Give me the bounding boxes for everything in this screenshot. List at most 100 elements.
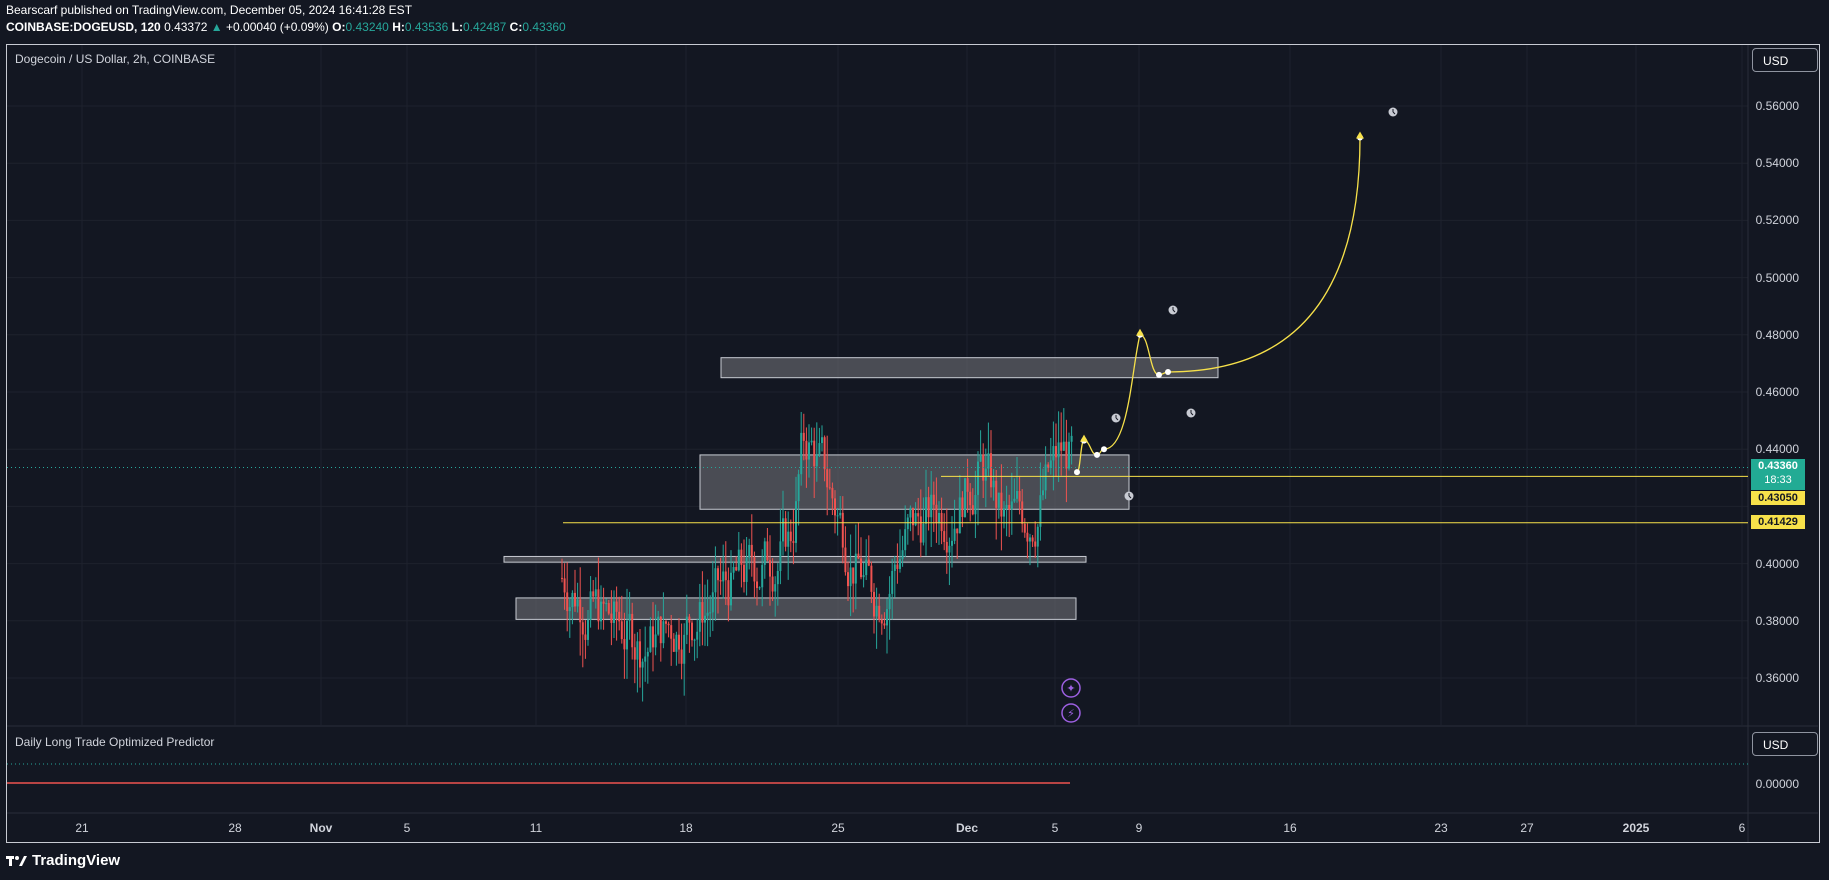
candle-body: [912, 507, 914, 526]
price-tick: 0.46000: [1755, 385, 1799, 399]
candle-body: [678, 634, 680, 650]
candle-body: [815, 454, 818, 467]
candle-body: [883, 623, 886, 626]
level-badge-1: 0.43050: [1751, 491, 1805, 505]
candle-body: [958, 497, 961, 534]
date-tick: 5: [403, 821, 411, 835]
price-tick: 0.54000: [1755, 156, 1799, 171]
candle-body: [867, 559, 870, 566]
candle-body: [641, 661, 644, 668]
candle-body: [618, 611, 621, 622]
indicator-title: Daily Long Trade Optimized Predictor: [15, 735, 215, 749]
candle-body: [784, 518, 787, 547]
candle-body: [821, 437, 823, 444]
candle-body: [847, 572, 849, 587]
footer-brand[interactable]: TradingView: [6, 852, 120, 869]
candle-body: [826, 469, 829, 488]
candle-body: [732, 567, 735, 573]
price-tick: 0.56000: [1755, 99, 1799, 113]
candle-body: [639, 641, 641, 668]
projection-curve: [1076, 137, 1361, 473]
candle-body: [802, 432, 805, 441]
candle-body: [919, 516, 922, 543]
candle-body: [706, 612, 709, 616]
currency-button[interactable]: USD: [1752, 48, 1818, 72]
clock-icon: [1111, 413, 1121, 423]
candle-body: [1013, 498, 1016, 502]
candle-body: [737, 549, 740, 571]
candle-body: [1052, 446, 1055, 461]
candle-body: [1000, 492, 1003, 517]
candle-body: [696, 631, 699, 640]
candle-body: [836, 515, 839, 517]
candle-body: [992, 480, 995, 488]
candle-body: [730, 572, 732, 606]
candle-body: [563, 578, 566, 593]
candle-body: [649, 626, 652, 652]
candle-body: [646, 651, 649, 657]
projection-path: ✦⚡: [1061, 107, 1398, 723]
candle-body: [592, 591, 595, 597]
close-value: 0.43360: [522, 20, 566, 34]
candle-body: [945, 541, 948, 553]
candle-body: [860, 558, 862, 578]
candle-body: [717, 568, 719, 581]
candle-body: [779, 541, 782, 572]
candle-body: [745, 557, 748, 582]
candle-body: [1047, 464, 1050, 468]
date-tick: 5: [1051, 821, 1059, 835]
candle-body: [628, 613, 631, 621]
candle-body: [935, 504, 938, 524]
candle-body: [805, 440, 808, 460]
candle-body: [1049, 460, 1052, 468]
date-tick: 6: [1738, 821, 1746, 835]
date-tick: 27: [1520, 821, 1534, 835]
candle-body: [810, 440, 813, 443]
candle-body: [714, 568, 717, 593]
sparkle-icon[interactable]: ✦: [1061, 678, 1081, 698]
candle-body: [623, 639, 626, 650]
candle-body: [797, 474, 800, 502]
candle-body: [844, 547, 847, 573]
candle-body: [753, 557, 756, 582]
indicator-currency-button[interactable]: USD: [1752, 732, 1818, 756]
candle-body: [654, 634, 657, 648]
candle-body: [995, 480, 998, 508]
candle-body: [1031, 537, 1034, 542]
lightning-icon[interactable]: ⚡: [1061, 703, 1081, 723]
candle-body: [831, 487, 834, 499]
price-tick: 0.44000: [1755, 442, 1799, 457]
candle-body: [584, 634, 587, 640]
date-tick: 25: [831, 821, 845, 835]
candle-body: [953, 528, 956, 541]
candle-body: [974, 494, 977, 515]
candle-body: [813, 440, 816, 467]
candle-body: [665, 621, 667, 624]
candle-body: [938, 512, 940, 524]
price-tick: 0.36000: [1755, 671, 1799, 685]
high-value: 0.43536: [404, 20, 449, 34]
candle-body: [576, 599, 579, 607]
candle-body: [917, 513, 920, 517]
candle-body: [878, 605, 881, 620]
candle-body: [906, 517, 909, 530]
candle-body: [750, 544, 753, 558]
candle-body: [680, 649, 683, 664]
candle-body: [763, 541, 766, 565]
candle-body: [1016, 490, 1018, 499]
candle-body: [769, 560, 771, 577]
candle-body: [940, 512, 943, 532]
candle-body: [758, 587, 761, 589]
tradingview-logo-icon: [6, 855, 27, 866]
candle-body: [566, 592, 569, 612]
candle-body: [789, 531, 792, 542]
date-tick: 16: [1283, 821, 1297, 835]
date-tick: 9: [1135, 821, 1143, 835]
candle-body: [792, 541, 795, 543]
candle-body: [683, 634, 686, 664]
price-zone: [503, 555, 1087, 563]
low-label: L:: [451, 20, 463, 34]
clock-icon: [1124, 491, 1134, 501]
indicator-tick: 0.00000: [1755, 777, 1799, 791]
